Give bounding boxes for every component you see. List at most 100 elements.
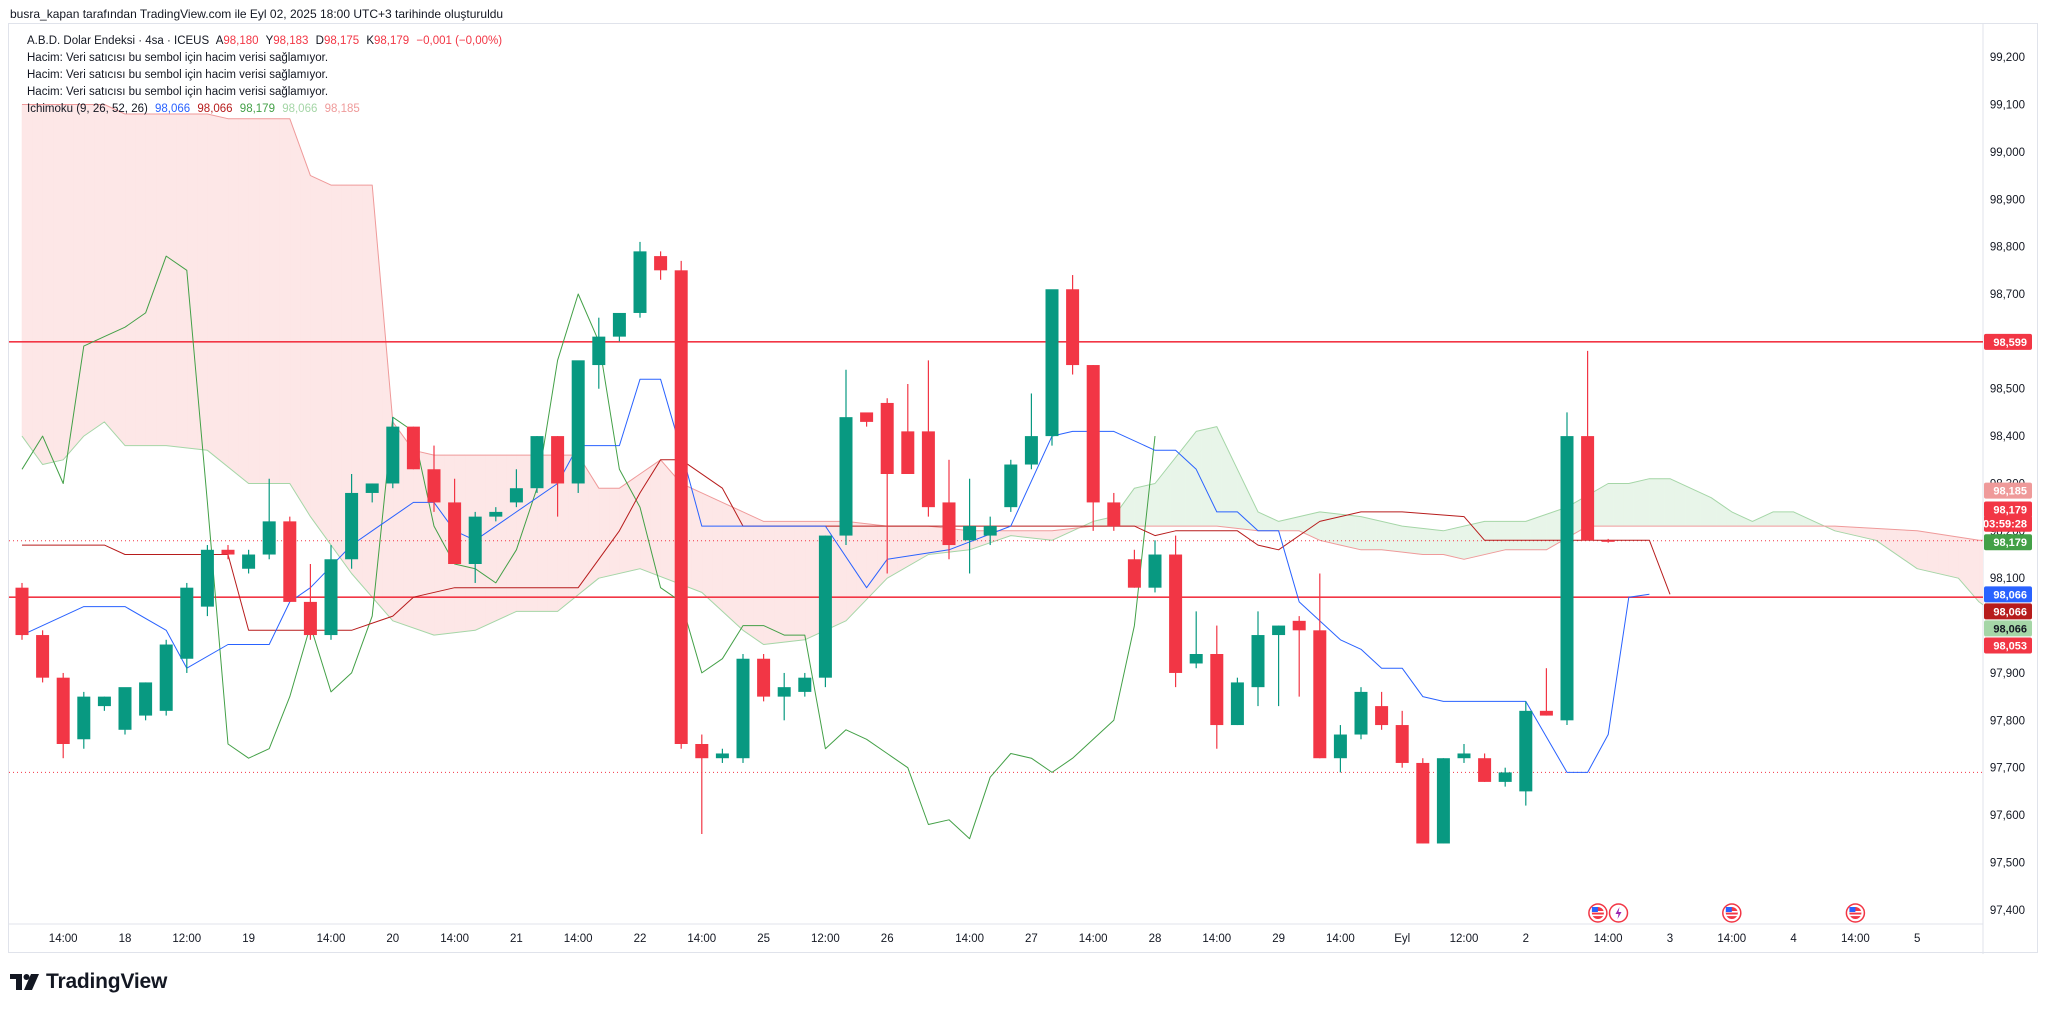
- ichimoku-cloud-segment: [238, 118, 244, 480]
- ichimoku-cloud-segment: [799, 521, 806, 641]
- ichimoku-cloud-segment: [490, 454, 497, 624]
- candle-down: [1169, 554, 1183, 673]
- candle-up: [1272, 625, 1286, 636]
- ichimoku-cloud-segment: [1968, 538, 1975, 597]
- ichimoku-cloud-segment: [253, 118, 260, 484]
- x-tick-label: 18: [119, 933, 132, 945]
- ichimoku-cloud-segment: [593, 478, 600, 583]
- candle-up: [530, 436, 544, 489]
- tradingview-logo[interactable]: TradingView: [10, 970, 167, 994]
- ichimoku-cloud-segment: [1515, 521, 1521, 551]
- ichimoku-cloud-segment: [897, 525, 903, 573]
- ichimoku-cloud-segment: [1860, 527, 1866, 539]
- candle-up: [1251, 635, 1265, 688]
- candle-up: [118, 687, 132, 730]
- y-tick-label: 98,800: [1990, 242, 2025, 254]
- ichimoku-cloud-segment: [1041, 530, 1048, 541]
- candle-up: [139, 682, 153, 716]
- candle-down: [1539, 710, 1553, 716]
- candle-down: [1066, 289, 1080, 366]
- ichimoku-cloud-segment: [227, 118, 234, 472]
- ichimoku-cloud-segment: [1036, 530, 1042, 540]
- ichimoku-cloud-segment: [1165, 463, 1171, 527]
- ichimoku-label: Ichimoku (9, 26, 52, 26): [27, 103, 148, 115]
- ichimoku-cloud-segment: [1381, 520, 1388, 551]
- ichimoku-span-a-value: 98,066: [282, 103, 318, 115]
- ichimoku-cloud-segment: [809, 521, 816, 638]
- x-tick-label: 21: [510, 933, 523, 945]
- chart-frame[interactable]: 99,20099,10099,00098,90098,80098,70098,6…: [8, 23, 2039, 954]
- ichimoku-cloud-segment: [160, 113, 167, 446]
- candle-up: [1457, 753, 1471, 759]
- x-tick-label: 26: [881, 933, 894, 945]
- ichimoku-cloud-segment: [335, 184, 342, 561]
- ichimoku-cloud-segment: [119, 111, 126, 447]
- y-tick-label: 98,500: [1990, 384, 2025, 396]
- price-badge-label: 98,599: [1993, 337, 2027, 349]
- ichimoku-cloud-segment: [1602, 482, 1609, 527]
- ichimoku-cloud-segment: [171, 113, 177, 448]
- ichimoku-cloud-segment: [1278, 519, 1285, 532]
- ichimoku-cloud-segment: [1386, 522, 1393, 552]
- price-badge-label: 98,185: [1993, 486, 2027, 498]
- ichimoku-cloud-segment: [1649, 478, 1655, 527]
- ichimoku-cloud-segment: [258, 118, 265, 484]
- symbol-name: A.B.D. Dolar Endeksi · 4sa · ICEUS: [27, 35, 210, 47]
- candle-up: [715, 753, 729, 759]
- ichimoku-cloud-segment: [1340, 513, 1346, 547]
- ichimoku-cloud-segment: [222, 117, 229, 468]
- ichimoku-cloud-segment: [366, 184, 373, 598]
- price-badge: [1984, 603, 2032, 620]
- candle-down: [1395, 725, 1409, 763]
- symbol-legend: A.B.D. Dolar Endeksi · 4sa · ICEUS A98,1…: [27, 33, 506, 50]
- ichimoku-cloud-segment: [98, 104, 105, 427]
- ichimoku-cloud-segment: [57, 104, 64, 462]
- ichimoku-cloud-segment: [1391, 523, 1398, 552]
- ichimoku-cloud-segment: [1350, 515, 1357, 549]
- close-label: K: [366, 35, 375, 47]
- ichimoku-cloud-segment: [722, 501, 728, 617]
- candle-up: [1333, 734, 1347, 759]
- ichimoku-cloud-segment: [1494, 521, 1501, 553]
- ichimoku-cloud-segment: [140, 113, 146, 446]
- candle-up: [365, 483, 379, 493]
- ichimoku-cloud-segment: [1510, 521, 1516, 551]
- ichimoku-cloud-segment: [1324, 512, 1331, 544]
- x-tick-label: 14:00: [1326, 933, 1355, 945]
- ichimoku-cloud-segment: [1952, 536, 1959, 579]
- ichimoku-cloud-segment: [1401, 525, 1408, 554]
- ichimoku-cloud-segment: [845, 521, 852, 622]
- ichimoku-span-b-value: 98,185: [324, 103, 360, 115]
- candle-up: [963, 526, 977, 541]
- open-label: A: [215, 35, 224, 47]
- candle-up: [509, 488, 523, 503]
- ichimoku-cloud-segment: [1628, 481, 1635, 527]
- ichimoku-cloud-segment: [150, 113, 157, 446]
- ichimoku-cloud-segment: [1463, 524, 1470, 560]
- tradingview-logo-text: TradingView: [46, 970, 168, 993]
- ichimoku-cloud-segment: [1458, 525, 1465, 560]
- candle-down: [921, 431, 935, 508]
- price-badge-label: 03:59:28: [1983, 519, 2027, 531]
- ichimoku-cloud-segment: [1659, 478, 1666, 527]
- x-tick-label: 19: [242, 933, 255, 945]
- ichimoku-cloud-segment: [1288, 517, 1295, 532]
- ichimoku-cloud-segment: [1710, 497, 1717, 527]
- ichimoku-cloud-segment: [1674, 480, 1681, 527]
- price-chart[interactable]: 99,20099,10099,00098,90098,80098,70098,6…: [9, 24, 2039, 954]
- ichimoku-cloud-segment: [1783, 511, 1789, 527]
- ichimoku-cloud-segment: [1479, 520, 1485, 557]
- price-badge-label: 98,066: [1993, 606, 2027, 618]
- low-label: D: [315, 35, 324, 47]
- ichimoku-cloud-segment: [1190, 430, 1197, 527]
- candle-up: [633, 251, 647, 313]
- ichimoku-cloud-segment: [737, 509, 744, 631]
- ichimoku-cloud-segment: [32, 104, 38, 459]
- ichimoku-kijun-value: 98,066: [197, 103, 233, 115]
- candle-up: [1436, 758, 1450, 844]
- candle-up: [1004, 464, 1018, 508]
- ichimoku-cloud-segment: [248, 118, 255, 484]
- us-flag-icon: [1722, 903, 1742, 923]
- candle-up: [386, 426, 400, 484]
- ichimoku-cloud-segment: [1221, 437, 1228, 528]
